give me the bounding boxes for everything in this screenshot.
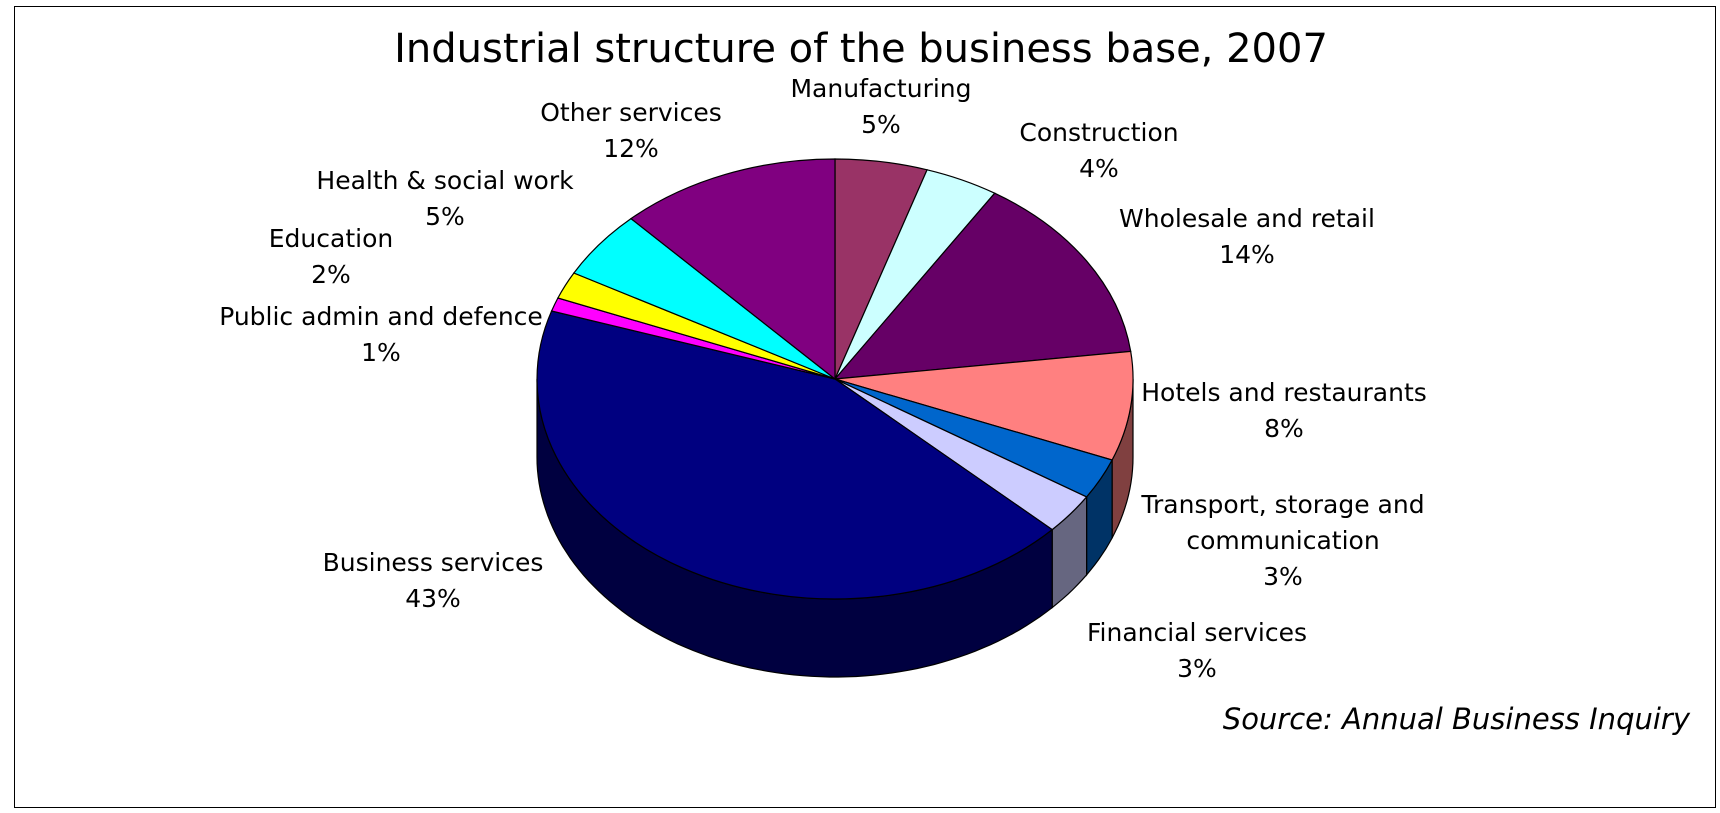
slice-name: Wholesale and retail [1119,204,1375,233]
slice-name: Business services [323,548,544,577]
slice-name: Health & social work [316,166,574,195]
slice-name: communication [1186,526,1379,555]
slice-percent: 2% [311,260,351,289]
slice-percent: 4% [1079,154,1119,183]
slice-name: Public admin and defence [219,302,543,331]
slice-percent: 3% [1177,654,1217,683]
source-note: Source: Annual Business Inquiry [1223,702,1691,736]
slice-percent: 14% [1219,240,1275,269]
pie-slices [536,158,1134,678]
slice-labels: Manufacturing 5% Construction 4%Wholesale a… [219,74,1427,683]
slice-label-manufacturing: Manufacturing 5% [790,74,971,139]
pie-chart: Industrial structure of the business bas… [219,26,1691,736]
chart-frame: Industrial structure of the business bas… [14,6,1716,808]
slice-name: Education [269,224,393,253]
slice-label-public-admin-and-defence: Public admin and defence 1% [219,302,543,367]
slice-hotels-and-restaurants [834,350,1134,461]
slice-percent: 8% [1264,414,1304,443]
slice-label-education: Education 2% [269,224,393,289]
slice-name: Construction [1019,118,1178,147]
slice-percent: 5% [861,110,901,139]
slice-wholesale-and-retail [833,192,1132,380]
slice-label-financial-services: Financial services 3% [1087,618,1307,683]
slice-other-services [629,158,836,381]
slice-percent: 43% [405,584,461,613]
slice-label-transport-storage-and-communication: Transport, storage and communication 3% [1140,490,1424,591]
slice-name: Other services [540,98,722,127]
slice-label-hotels-and-restaurants: Hotels and restaurants 8% [1141,378,1427,443]
slice-label-construction: Construction 4% [1019,118,1178,183]
slice-percent: 3% [1263,562,1303,591]
slice-name: Financial services [1087,618,1307,647]
slice-label-health-and-social-work: Health & social work 5% [316,166,574,231]
slice-name: Hotels and restaurants [1141,378,1427,407]
slice-percent: 1% [361,338,401,367]
slice-label-wholesale-and-retail: Wholesale and retail 14% [1119,204,1375,269]
slice-label-other-services: Other services 12% [540,98,722,163]
slice-business-services [536,310,1054,600]
slice-name: Transport, storage and [1140,490,1424,519]
slice-percent: 5% [425,202,465,231]
slice-percent: 12% [603,134,659,163]
slice-name: Manufacturing [790,74,971,103]
slice-label-business-services: Business services 43% [323,548,544,613]
chart-title: Industrial structure of the business bas… [394,26,1328,72]
